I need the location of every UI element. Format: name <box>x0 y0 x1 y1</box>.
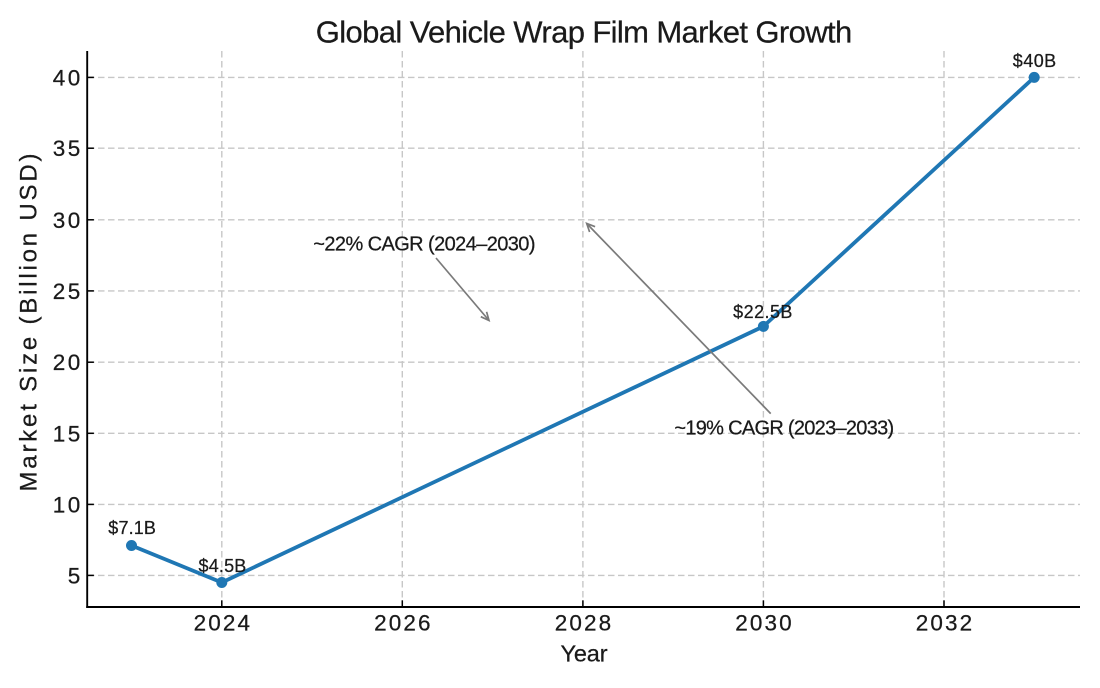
svg-text:$40B: $40B <box>1013 51 1056 71</box>
svg-text:Global Vehicle Wrap Film Marke: Global Vehicle Wrap Film Market Growth <box>316 15 852 50</box>
svg-text:5: 5 <box>68 563 81 588</box>
svg-text:$4.5B: $4.5B <box>199 556 247 576</box>
svg-text:~22% CAGR (2024–2030): ~22% CAGR (2024–2030) <box>313 234 535 256</box>
svg-text:~19% CAGR (2023–2033): ~19% CAGR (2023–2033) <box>674 417 894 439</box>
svg-text:Year: Year <box>560 641 607 667</box>
svg-text:$22.5B: $22.5B <box>733 302 792 322</box>
svg-text:$7.1B: $7.1B <box>108 518 156 538</box>
svg-text:Market Size (Billion USD): Market Size (Billion USD) <box>16 154 43 492</box>
